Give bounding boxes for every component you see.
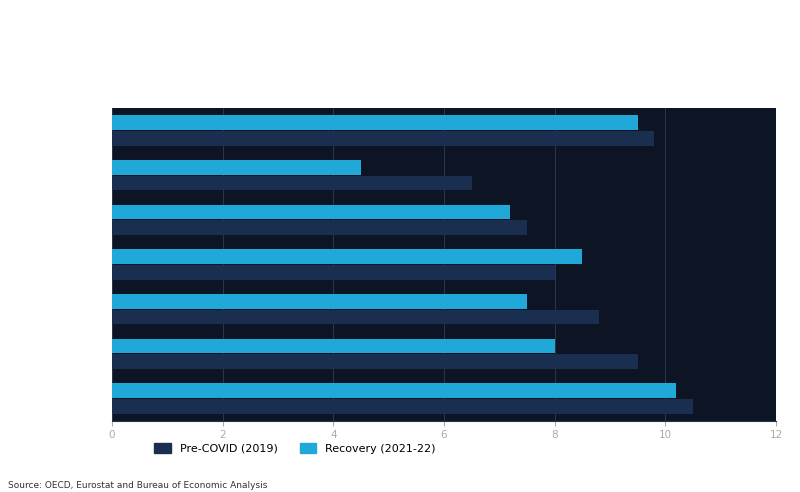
Text: Households consumption recovery has been: Households consumption recovery has been <box>24 27 390 42</box>
Bar <box>112 338 554 353</box>
Bar <box>112 265 554 279</box>
Bar <box>112 383 676 398</box>
Bar <box>112 354 638 369</box>
Bar <box>112 399 693 413</box>
Bar <box>112 176 472 190</box>
Bar <box>112 249 582 264</box>
Bar <box>112 131 654 146</box>
Legend: Pre-COVID (2019), Recovery (2021-22): Pre-COVID (2019), Recovery (2021-22) <box>150 438 440 458</box>
Bar <box>112 205 510 219</box>
Bar <box>112 220 527 235</box>
Bar <box>112 160 361 175</box>
Text: uneven across developed markets: uneven across developed markets <box>24 58 307 73</box>
Bar <box>112 116 638 130</box>
Bar <box>112 294 527 308</box>
Text: Source: OECD, Eurostat and Bureau of Economic Analysis: Source: OECD, Eurostat and Bureau of Eco… <box>8 481 267 490</box>
Bar <box>112 309 599 324</box>
